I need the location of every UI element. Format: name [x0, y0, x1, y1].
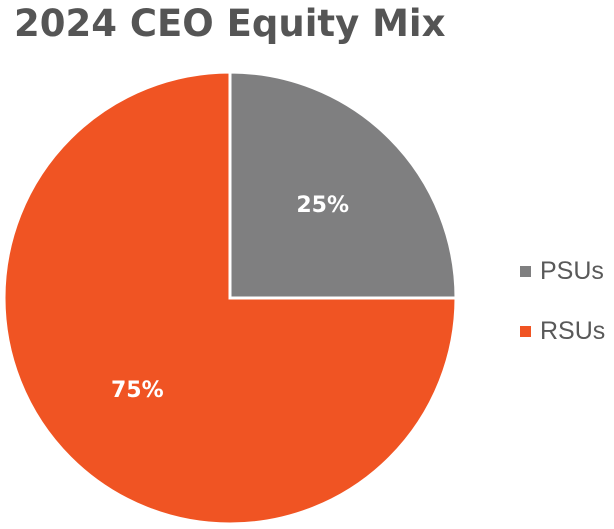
- chart-title: 2024 CEO Equity Mix: [14, 2, 446, 45]
- legend-swatch-rsus: [520, 325, 531, 337]
- legend-label-rsus: RSUs: [540, 316, 606, 345]
- legend-swatch-psus: [520, 265, 531, 277]
- pie-slice-psus: [228, 70, 458, 300]
- data-label-rsus: 75%: [111, 378, 164, 403]
- pie-slice-rsus: [2, 70, 458, 526]
- data-label-psus: 25%: [296, 193, 349, 218]
- legend: PSUs RSUs: [520, 256, 605, 376]
- legend-item-rsus: RSUs: [520, 316, 605, 346]
- legend-item-psus: PSUs: [520, 256, 605, 286]
- legend-label-psus: PSUs: [540, 256, 604, 285]
